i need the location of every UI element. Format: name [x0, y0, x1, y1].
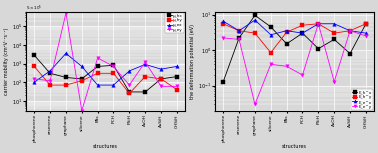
μ_ex [79, 65, 84, 67]
μ_ey [175, 85, 179, 87]
E_e^y [316, 23, 321, 25]
μ_ex [111, 84, 116, 86]
μ_ex [48, 70, 52, 72]
μ_ey [79, 110, 84, 112]
E_h^y [253, 32, 257, 34]
E_h^y [348, 30, 352, 32]
μ_ey [95, 57, 100, 59]
E_e^x [348, 30, 352, 32]
E_e^y [253, 103, 257, 105]
μ_hx [127, 91, 132, 93]
E_h^y [284, 31, 289, 33]
μ_hx [95, 65, 100, 67]
μ_hx [175, 76, 179, 77]
E_e^y [348, 30, 352, 32]
E_e^x [237, 30, 241, 32]
E_e^y [300, 74, 305, 76]
μ_ex [159, 68, 163, 70]
Line: μ_ex: μ_ex [33, 52, 179, 87]
Text: $5\times10^5$: $5\times10^5$ [26, 4, 43, 13]
E_e^x [316, 23, 321, 25]
μ_hx [159, 78, 163, 80]
E_h^y [316, 23, 321, 25]
E_e^x [253, 19, 257, 21]
E_h^x [237, 37, 241, 39]
μ_ex [95, 84, 100, 86]
μ_ex [143, 63, 147, 65]
μ_ey [32, 78, 37, 80]
μ_hy [159, 78, 163, 80]
E_h^x [221, 81, 226, 83]
μ_ey [127, 84, 132, 86]
μ_hx [143, 91, 147, 93]
E_h^x [364, 23, 368, 25]
E_e^x [332, 23, 336, 25]
μ_ey [48, 80, 52, 82]
E_h^y [364, 23, 368, 25]
E_h^x [284, 43, 289, 45]
E_h^y [221, 23, 226, 25]
X-axis label: structures: structures [282, 144, 307, 149]
E_e^x [221, 20, 226, 22]
μ_ex [32, 81, 37, 83]
μ_ex [64, 52, 68, 54]
μ_ex [175, 65, 179, 67]
μ_hy [127, 93, 132, 94]
Line: μ_hx: μ_hx [33, 53, 179, 94]
E_h^x [348, 53, 352, 54]
μ_hy [79, 80, 84, 82]
μ_hy [111, 72, 116, 74]
E_h^y [332, 32, 336, 34]
X-axis label: structures: structures [93, 144, 118, 149]
E_h^y [300, 24, 305, 26]
μ_hy [48, 84, 52, 86]
μ_hy [175, 89, 179, 91]
μ_ey [159, 85, 163, 87]
Legend: E_h^x, E_h^y, E_e^x, E_e^y: E_h^x, E_h^y, E_e^x, E_e^y [351, 89, 373, 110]
E_h^x [332, 39, 336, 40]
μ_hx [79, 78, 84, 80]
E_h^x [316, 48, 321, 50]
E_e^x [300, 32, 305, 34]
Line: μ_hy: μ_hy [33, 65, 179, 95]
Line: μ_ey: μ_ey [33, 11, 179, 112]
μ_ex [127, 70, 132, 72]
Legend: μ_hx, μ_hy, μ_ex, μ_ey: μ_hx, μ_hy, μ_ex, μ_ey [165, 13, 184, 33]
μ_ey [111, 65, 116, 67]
μ_hy [32, 65, 37, 67]
μ_hy [64, 84, 68, 86]
E_e^y [221, 37, 226, 39]
μ_hx [64, 76, 68, 78]
E_e^y [332, 81, 336, 83]
E_e^x [268, 34, 273, 36]
Line: E_h^y: E_h^y [222, 22, 368, 54]
E_h^x [268, 26, 273, 28]
E_h^y [268, 52, 273, 54]
μ_ey [143, 61, 147, 63]
E_h^y [237, 30, 241, 32]
E_h^x [300, 32, 305, 34]
E_e^x [364, 32, 368, 34]
Line: E_h^x: E_h^x [222, 14, 368, 83]
E_e^y [268, 63, 273, 65]
E_e^y [237, 39, 241, 40]
Line: E_e^x: E_e^x [222, 18, 368, 37]
μ_hy [95, 72, 100, 74]
Y-axis label: the deformation potential (eV): the deformation potential (eV) [191, 24, 195, 99]
E_h^x [253, 14, 257, 16]
μ_hx [32, 54, 37, 56]
μ_hx [48, 72, 52, 74]
μ_hx [111, 64, 116, 66]
μ_ey [64, 12, 68, 14]
E_e^y [284, 65, 289, 67]
E_e^y [364, 35, 368, 37]
Line: E_e^y: E_e^y [222, 22, 368, 106]
Y-axis label: carrier mobility (cm²V⁻¹s⁻¹): carrier mobility (cm²V⁻¹s⁻¹) [4, 28, 9, 95]
E_e^x [284, 30, 289, 32]
μ_hy [143, 76, 147, 77]
